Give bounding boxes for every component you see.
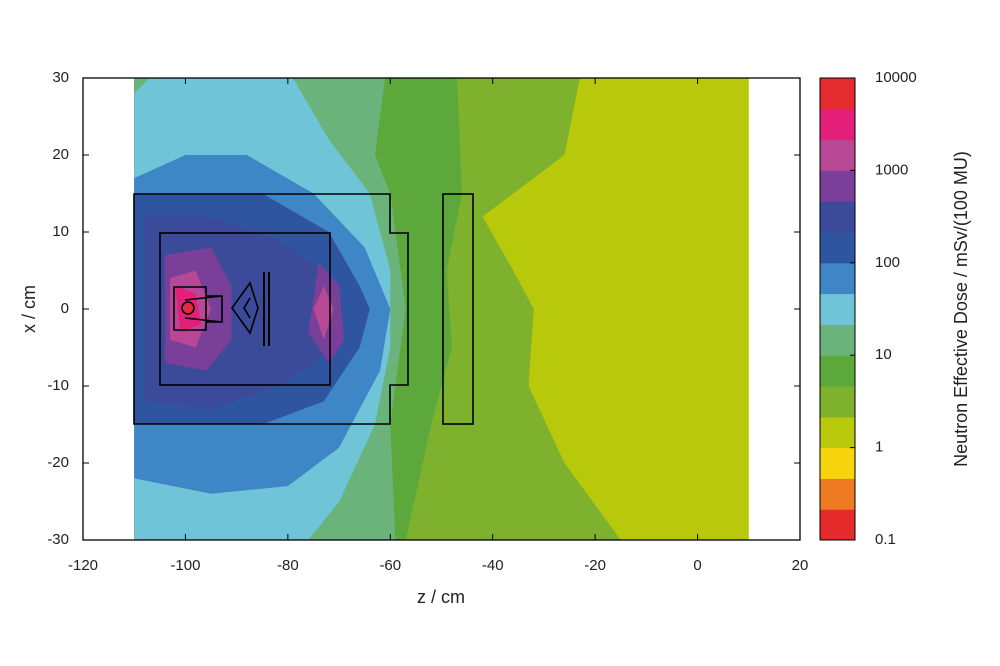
colorbar-segment <box>820 478 855 510</box>
colorbar-frame <box>819 77 856 541</box>
colorbar-tick-label: 0.1 <box>875 531 896 548</box>
y-axis-label: x / cm <box>19 285 39 333</box>
x-tick-label: 0 <box>693 557 701 574</box>
y-tick-label: 10 <box>52 223 69 240</box>
colorbar-segment <box>820 139 855 171</box>
x-tick-label: -20 <box>584 557 606 574</box>
y-tick-label: 30 <box>52 69 69 86</box>
x-tick-label: -60 <box>379 557 401 574</box>
colorbar-segment <box>820 355 855 387</box>
y-tick-label: -20 <box>47 454 69 471</box>
colorbar-tick-label: 10 <box>875 346 892 363</box>
x-tick-label: -40 <box>482 557 504 574</box>
colorbar-segment <box>820 108 855 141</box>
colorbar-tick-label: 10000 <box>875 69 917 86</box>
x-tick-label: 20 <box>792 557 809 574</box>
colorbar-segment <box>820 324 855 356</box>
colorbar-tick-label: 100 <box>875 254 900 271</box>
x-axis-label: z / cm <box>417 587 465 607</box>
dose-region <box>313 285 334 340</box>
dose-field <box>134 78 749 540</box>
x-tick-label: -100 <box>170 557 200 574</box>
y-tick-label: 20 <box>52 146 69 163</box>
colorbar-segment <box>820 416 855 449</box>
y-tick-label: 0 <box>61 300 69 317</box>
colorbar-label: Neutron Effective Dose / mSv/(100 MU) <box>951 151 971 467</box>
colorbar-tick-label: 1000 <box>875 161 908 178</box>
dose-region <box>185 301 196 317</box>
colorbar-segment <box>820 293 855 325</box>
colorbar-segment <box>820 201 855 233</box>
colorbar: 0.1 1 10 100 1000 10000 <box>819 69 917 548</box>
y-tick-label: -30 <box>47 531 69 548</box>
colorbar-segment <box>820 262 855 295</box>
colorbar-segment <box>820 232 855 264</box>
x-tick-label: -80 <box>277 557 299 574</box>
colorbar-segment <box>820 170 855 202</box>
colorbar-segment <box>820 386 855 418</box>
colorbar-segment <box>820 509 855 541</box>
colorbar-segment <box>820 447 855 479</box>
x-tick-label: -120 <box>68 557 98 574</box>
colorbar-segment <box>820 78 855 110</box>
y-tick-label: -10 <box>47 377 69 394</box>
colorbar-tick-label: 1 <box>875 439 883 456</box>
geometry-outline <box>133 193 474 425</box>
